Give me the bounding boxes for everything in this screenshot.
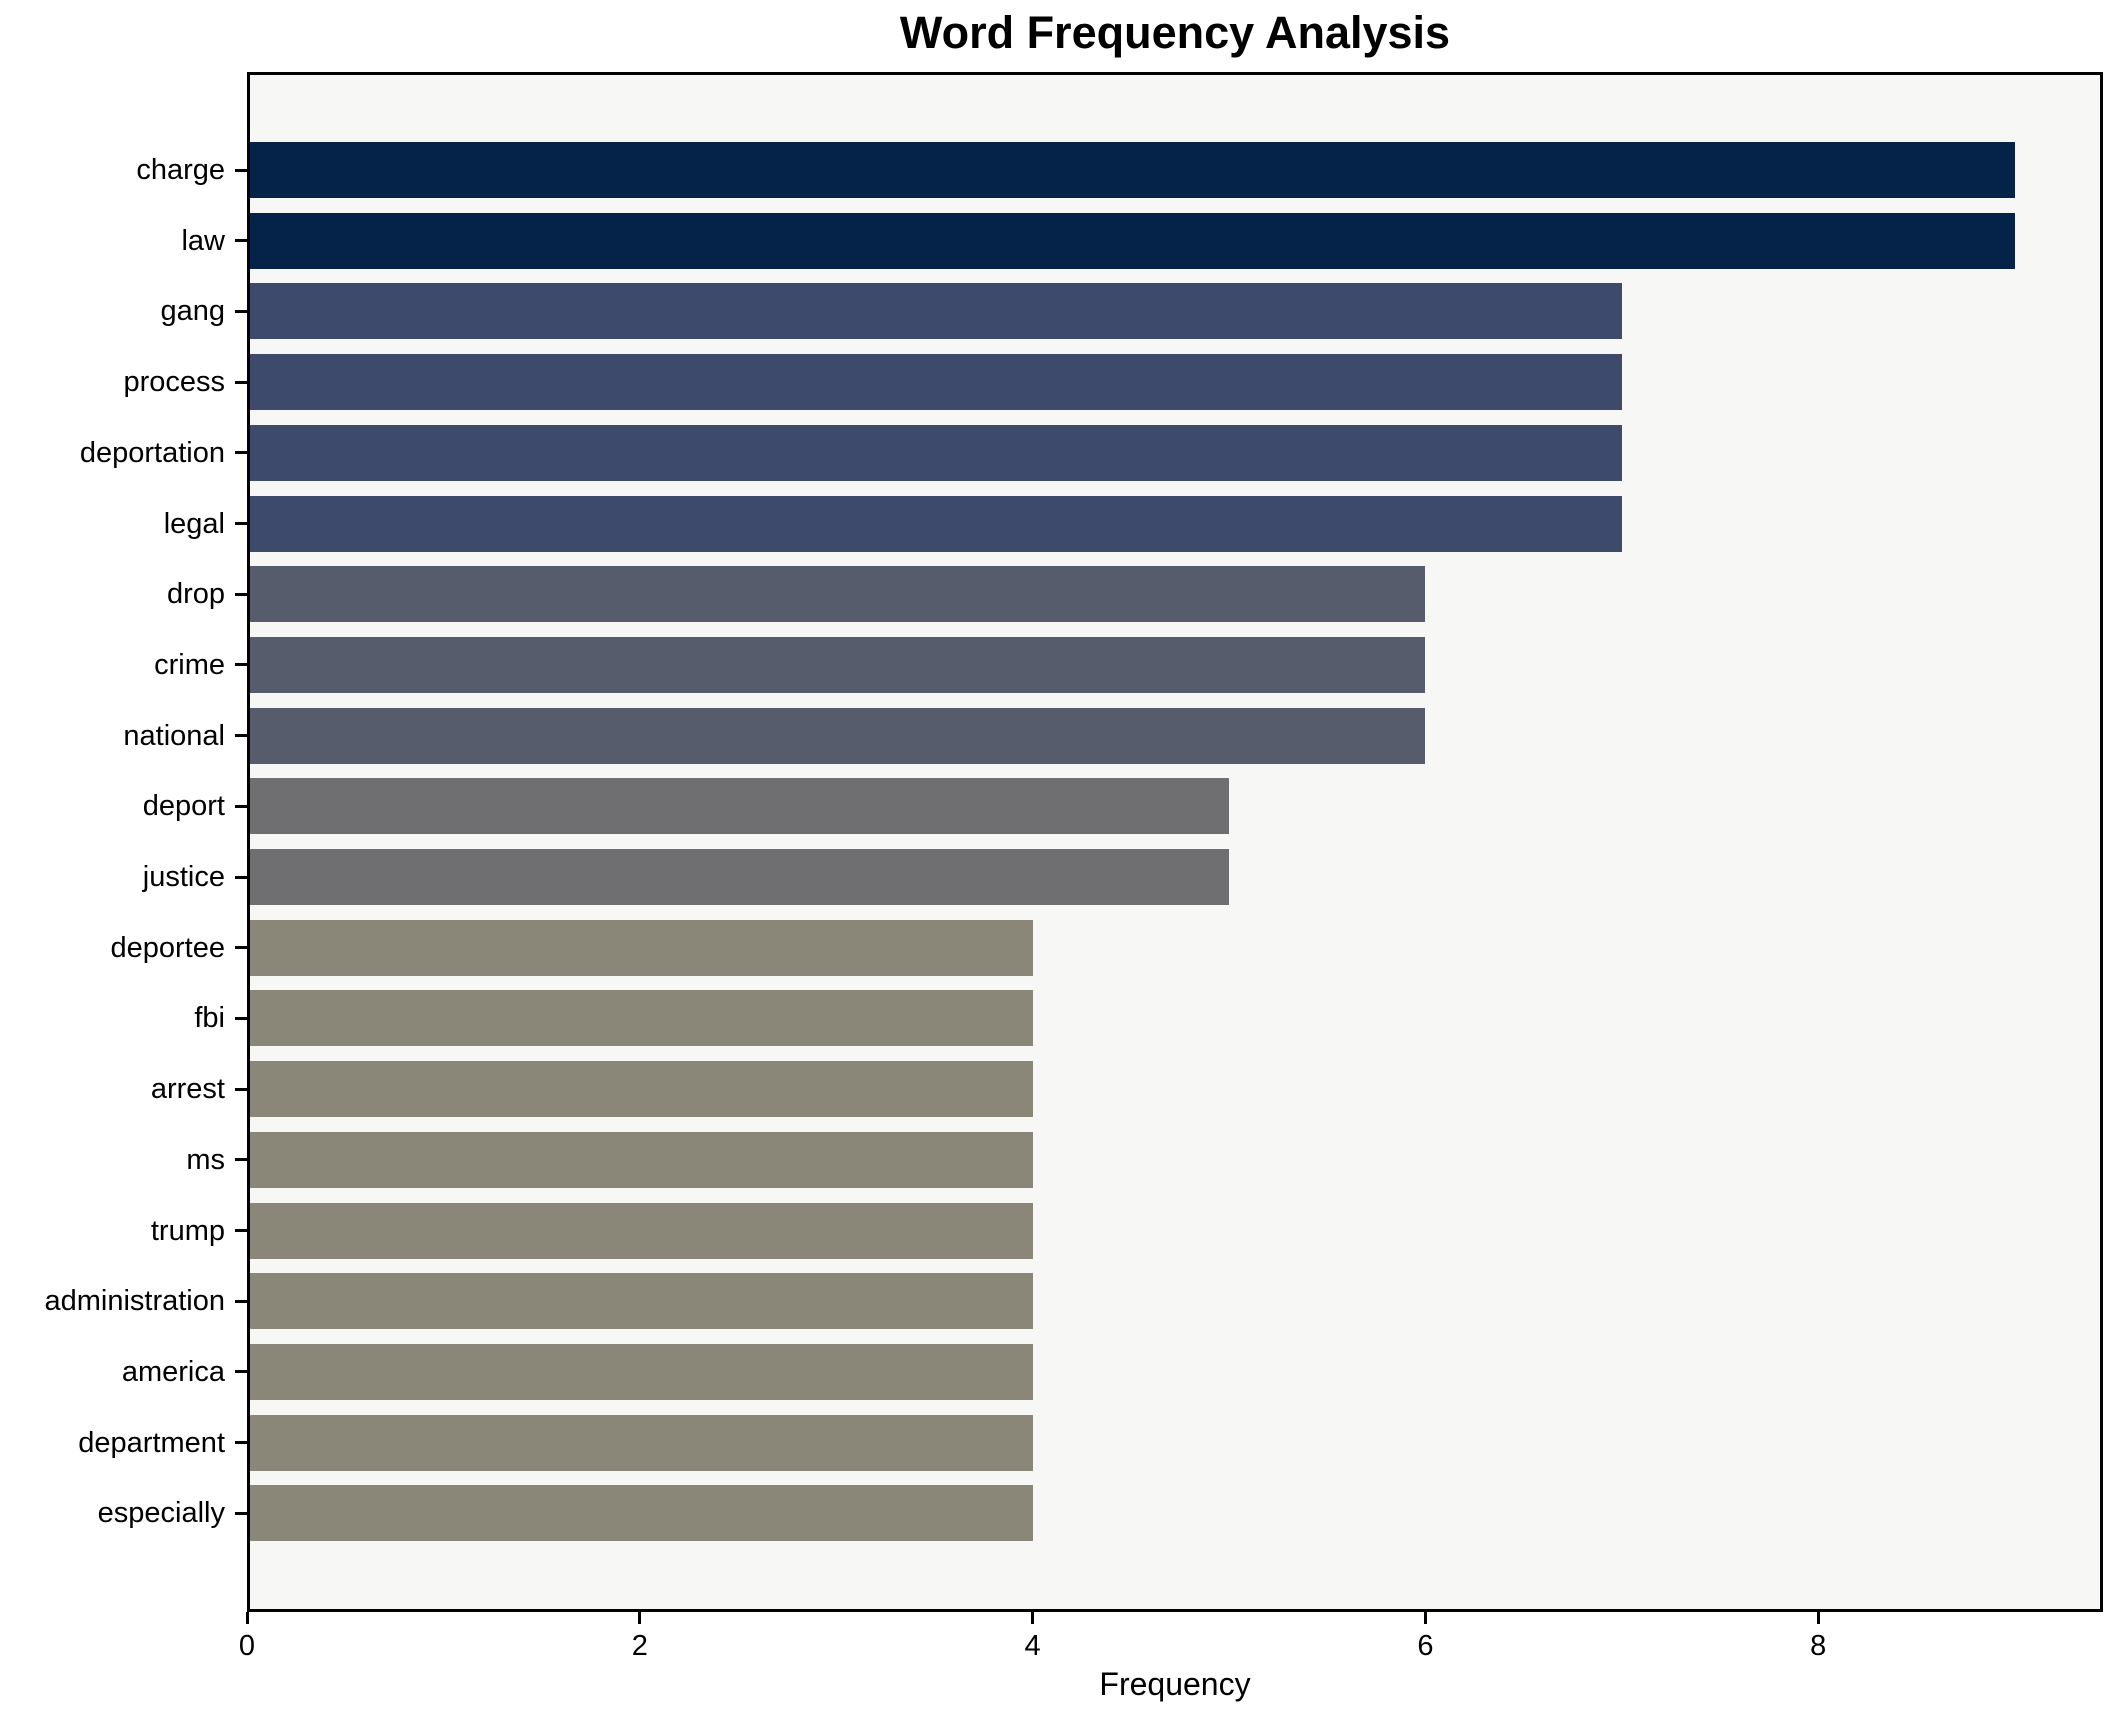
y-tick-label: crime [154,648,225,681]
y-tick-mark [235,1016,247,1020]
y-tick-mark [235,380,247,384]
y-tick-mark [235,734,247,738]
bar-administration [250,1273,1033,1330]
bar-fbi [250,990,1033,1047]
y-tick-mark [235,168,247,172]
y-tick-label: law [181,224,225,257]
y-tick-mark [235,663,247,667]
x-tick-label: 0 [238,1630,256,1662]
bar-arrest [250,1061,1033,1118]
y-tick-label: ms [186,1143,225,1176]
bar-deport [250,778,1229,835]
y-tick-mark [235,1087,247,1091]
x-tick-mark [1031,1612,1035,1624]
y-tick-mark [235,804,247,808]
bar-deportee [250,919,1033,976]
y-tick-mark [235,451,247,455]
bar-especially [250,1485,1033,1542]
y-tick-mark [235,309,247,313]
y-tick-label: deportee [110,931,226,964]
bar-legal [250,495,1622,552]
y-tick-label: fbi [194,1002,225,1035]
bar-ms [250,1131,1033,1188]
y-tick-label: america [121,1355,225,1388]
y-tick-label: administration [44,1285,225,1318]
y-tick-mark [235,1511,247,1515]
y-tick-label: gang [160,295,225,328]
bar-america [250,1343,1033,1400]
x-tick-mark [1816,1612,1820,1624]
y-tick-label: justice [142,861,225,893]
bar-gang [250,283,1622,340]
y-tick-mark [235,875,247,879]
y-tick-label: especially [97,1497,225,1530]
y-tick-label: national [123,719,225,752]
bar-charge [250,142,2015,198]
y-tick-label: department [78,1426,225,1459]
y-tick-mark [235,239,247,243]
y-tick-mark [235,1158,247,1162]
x-axis-label: Frequency [1099,1666,1251,1702]
x-tick-label: 2 [631,1630,648,1662]
y-tick-label: deportation [79,436,225,469]
bar-law [250,212,2015,269]
x-tick-mark [1423,1612,1427,1624]
y-tick-mark [235,1229,247,1232]
y-tick-label: drop [166,578,225,611]
y-tick-label: trump [150,1214,225,1247]
bar-process [250,354,1622,411]
y-tick-mark [235,1299,247,1303]
x-tick-mark [638,1612,642,1624]
y-tick-label: deport [142,790,225,823]
y-tick-mark [235,1370,247,1374]
bar-drop [250,566,1425,623]
bar-national [250,707,1425,764]
x-tick-mark [245,1612,249,1624]
chart-title: Word Frequency Analysis [899,7,1451,58]
bar-crime [250,636,1425,693]
bar-trump [250,1202,1033,1259]
y-tick-label: legal [163,507,225,540]
bar-department [250,1414,1033,1471]
plot-area [247,72,2103,1612]
x-tick-label: 8 [1810,1630,1827,1662]
y-tick-mark [235,1441,247,1445]
y-tick-label: charge [136,154,225,186]
y-tick-label: process [123,366,225,399]
x-tick-label: 6 [1417,1630,1434,1662]
y-tick-mark [235,522,247,525]
x-tick-label: 4 [1024,1630,1041,1662]
y-tick-mark [235,592,247,596]
bar-deportation [250,424,1622,481]
y-tick-label: arrest [150,1073,225,1106]
bar-justice [250,849,1229,905]
y-tick-mark [235,946,247,950]
